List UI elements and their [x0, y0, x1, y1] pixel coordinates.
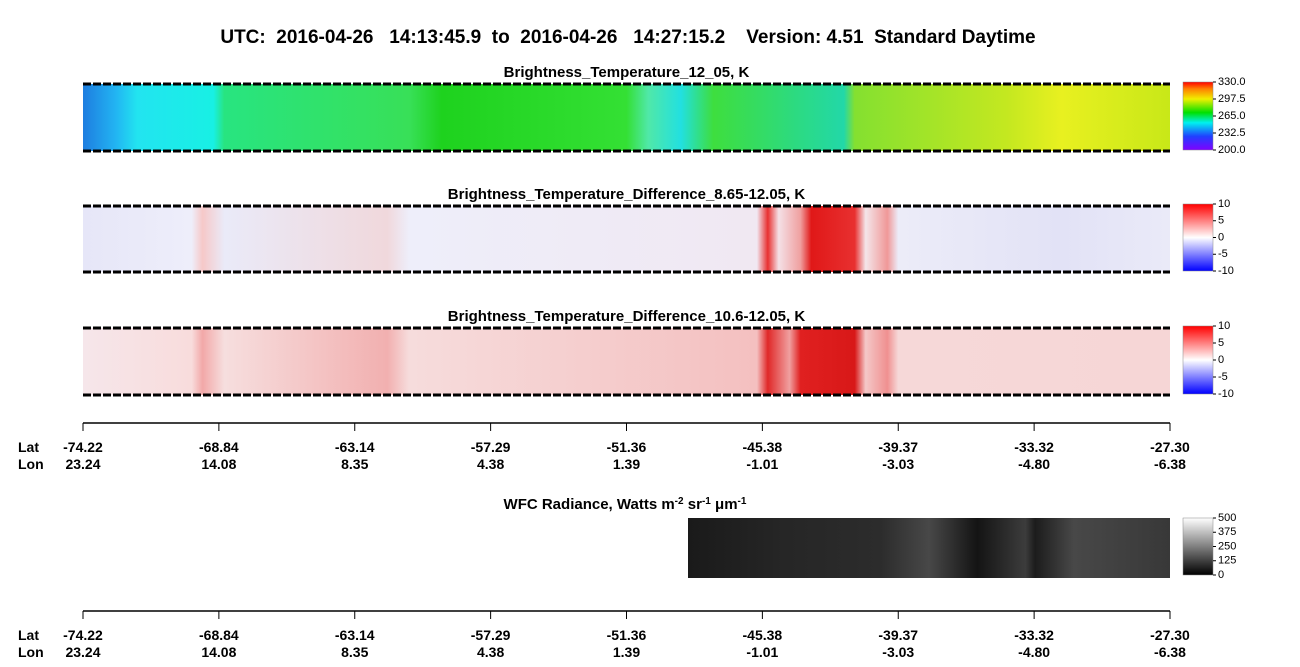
- lon-tick-label: 1.39: [613, 456, 640, 472]
- colorbar-tick-label: 265.0: [1218, 110, 1246, 122]
- colorbar-tick-label: 0: [1218, 231, 1224, 243]
- lon-tick-label: -1.01: [746, 456, 778, 472]
- lat-tick-label: -63.14: [335, 627, 375, 643]
- colorbar-tick-label: 125: [1218, 555, 1236, 567]
- lon-tick-label: 8.35: [341, 644, 368, 660]
- colorbar-tick-label: 5: [1218, 215, 1224, 227]
- lon-tick-label: 8.35: [341, 456, 368, 472]
- lon-tick-label: -1.01: [746, 644, 778, 660]
- lat-tick-label: -74.22: [63, 439, 103, 455]
- lat-tick-label: -45.38: [743, 439, 783, 455]
- axis-label: Lon: [18, 456, 44, 472]
- colorbar-tick-label: 0: [1218, 569, 1224, 581]
- colorbar-tick-label: 232.5: [1218, 127, 1246, 139]
- lat-tick-label: -51.36: [607, 627, 647, 643]
- title-part: -1: [702, 496, 711, 507]
- lat-tick-label: -39.37: [878, 439, 918, 455]
- image: [688, 518, 1170, 578]
- lat-tick-label: -63.14: [335, 439, 375, 455]
- title-part: μ: [715, 496, 724, 513]
- title-part: sr: [684, 496, 703, 513]
- title-part: m: [724, 496, 737, 513]
- lat-tick-label: -57.29: [471, 439, 511, 455]
- image: [83, 206, 1170, 272]
- lon-tick-label: -6.38: [1154, 644, 1186, 660]
- lon-tick-label: 4.38: [477, 456, 504, 472]
- lon-tick-label: -6.38: [1154, 456, 1186, 472]
- lon-tick-label: 4.38: [477, 644, 504, 660]
- lat-tick-label: -57.29: [471, 627, 511, 643]
- title-part: WFC Radiance, Watts m: [504, 496, 675, 513]
- lon-tick-label: -4.80: [1018, 644, 1050, 660]
- image: [83, 328, 1170, 395]
- lat-tick-label: -27.30: [1150, 627, 1190, 643]
- lat-tick-label: -68.84: [199, 627, 239, 643]
- colorbar-tick-label: 375: [1218, 526, 1236, 538]
- colorbar-tick-label: 250: [1218, 540, 1236, 552]
- colorbar-tick-label: 10: [1218, 320, 1230, 332]
- lon-tick-label: 14.08: [201, 456, 236, 472]
- colorbar-tick-label: 297.5: [1218, 93, 1246, 105]
- lat-tick-label: -33.32: [1014, 439, 1054, 455]
- axis-label: Lat: [18, 627, 39, 643]
- colorbar-tick-label: 10: [1218, 198, 1230, 210]
- title-part: -2: [675, 496, 684, 507]
- colorbar-tick-label: 330.0: [1218, 76, 1246, 88]
- colorbar-tick-label: 0: [1218, 354, 1224, 366]
- colorbar: [1182, 203, 1214, 272]
- lat-tick-label: -45.38: [743, 627, 783, 643]
- lat-tick-label: -74.22: [63, 627, 103, 643]
- lon-tick-label: 14.08: [201, 644, 236, 660]
- lat-tick-label: -51.36: [607, 439, 647, 455]
- colorbar: [1182, 517, 1214, 576]
- lon-tick-label: -4.80: [1018, 456, 1050, 472]
- colorbar-tick-label: -10: [1218, 265, 1234, 277]
- panel-title: Brightness_Temperature_Difference_10.6-1…: [448, 308, 806, 325]
- colorbar-tick-label: -5: [1218, 371, 1228, 383]
- lat-tick-label: -33.32: [1014, 627, 1054, 643]
- colorbar: [1182, 325, 1214, 395]
- lon-tick-label: 1.39: [613, 644, 640, 660]
- colorbar-tick-label: -5: [1218, 248, 1228, 260]
- colorbar-tick-label: 200.0: [1218, 144, 1246, 156]
- panel-title: WFC Radiance, Watts m-2 sr-1 μm-1: [504, 496, 747, 514]
- panel-title: Brightness_Temperature_12_05, K: [504, 64, 750, 81]
- panel-title: Brightness_Temperature_Difference_8.65-1…: [448, 186, 806, 203]
- lon-tick-label: 23.24: [65, 644, 100, 660]
- colorbar-tick-label: -10: [1218, 388, 1234, 400]
- lat-tick-label: -68.84: [199, 439, 239, 455]
- lon-tick-label: -3.03: [882, 644, 914, 660]
- figure-title: UTC: 2016-04-26 14:13:45.9 to 2016-04-26…: [220, 27, 1035, 48]
- lon-tick-label: -3.03: [882, 456, 914, 472]
- title-part: -1: [738, 496, 747, 507]
- lon-tick-label: 23.24: [65, 456, 100, 472]
- colorbar-tick-label: 5: [1218, 337, 1224, 349]
- image: [83, 84, 1170, 151]
- axis-label: Lon: [18, 644, 44, 660]
- lat-tick-label: -27.30: [1150, 439, 1190, 455]
- colorbar-tick-label: 500: [1218, 512, 1236, 524]
- colorbar: [1182, 81, 1214, 151]
- lat-tick-label: -39.37: [878, 627, 918, 643]
- axis-label: Lat: [18, 439, 39, 455]
